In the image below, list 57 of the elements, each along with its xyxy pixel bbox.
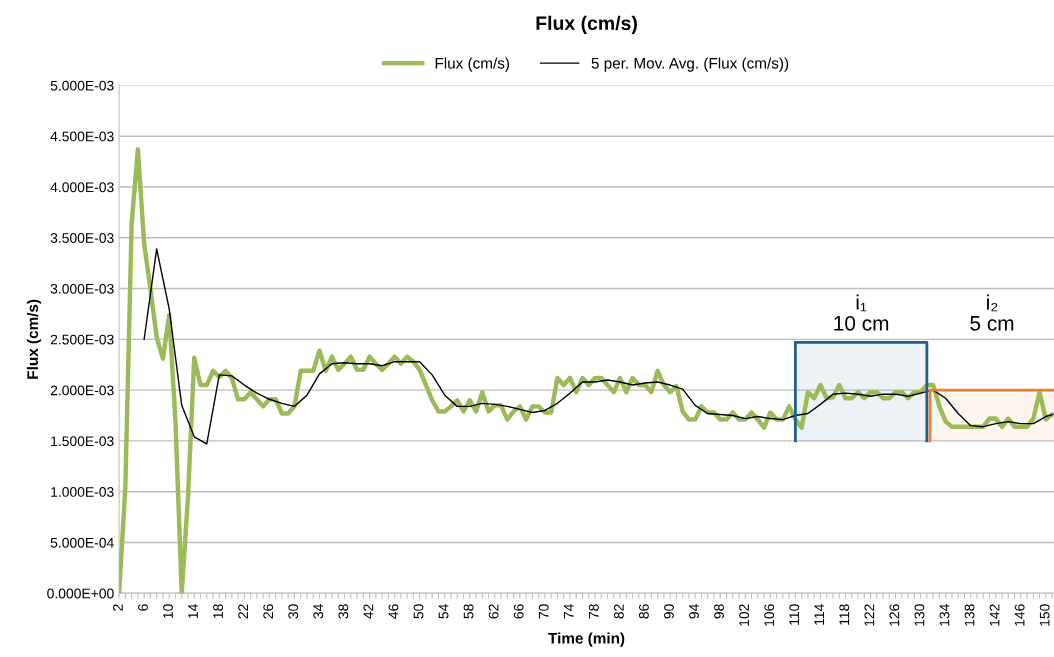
x-tick-label: 14: [188, 604, 198, 619]
x-tick-label: 142: [989, 604, 1000, 626]
x-tick-label: 66: [513, 604, 524, 619]
x-tick-label: 22: [238, 604, 248, 619]
x-tick-label: 70: [538, 604, 549, 619]
y-tick-label: 0.000E+00: [47, 588, 114, 599]
x-tick-label: 122: [864, 604, 875, 626]
band-label: i₂ 5 cm: [970, 294, 1014, 331]
x-tick-label: 86: [638, 604, 649, 619]
line-series: [143, 248, 1053, 445]
x-axis-title: Time (min): [548, 632, 625, 647]
x-tick-label: 146: [1014, 604, 1025, 626]
x-tick-label: 134: [939, 604, 950, 626]
x-tick-label: 150: [1039, 604, 1050, 626]
y-axis-title: Flux (cm/s): [26, 299, 42, 379]
x-tick-label: 98: [714, 604, 724, 619]
x-tick-label: 102: [739, 604, 750, 626]
x-tick-label: 90: [664, 604, 674, 619]
x-tick-label: 46: [388, 604, 399, 619]
y-tick-label: 2.000E-03: [50, 385, 114, 396]
x-tick-label: 42: [363, 604, 374, 619]
y-tick-label: 3.500E-03: [50, 233, 114, 243]
chart-title: Flux (cm/s): [536, 15, 637, 34]
y-tick-label: 4.000E-03: [50, 182, 114, 193]
y-tick-label: 1.500E-03: [51, 436, 114, 447]
y-tick-label: 1.000E-03: [51, 487, 114, 497]
x-tick-label: 114: [814, 604, 825, 625]
x-tick-label: 78: [588, 604, 599, 619]
x-tick-label: 18: [213, 604, 224, 619]
y-tick-label: 5.000E-04: [50, 537, 114, 548]
x-tick-label: 26: [263, 604, 274, 619]
legend-label: Flux (cm/s): [435, 57, 510, 72]
x-tick-label: 94: [689, 604, 699, 619]
y-tick-label: 4.500E-03: [50, 131, 114, 142]
x-tick-label: 34: [313, 604, 324, 619]
x-tick-label: 82: [613, 604, 624, 619]
x-tick-label: 58: [463, 604, 474, 619]
x-tick-label: 110: [789, 604, 800, 625]
y-tick-label: 5.000E-03: [50, 80, 114, 91]
band-label: i₁ 10 cm: [834, 294, 889, 331]
x-tick-label: 62: [488, 604, 499, 619]
legend-label: 5 per. Mov. Avg. (Flux (cm/s)): [591, 57, 789, 72]
x-tick-label: 74: [563, 604, 574, 619]
x-tick-label: 2: [113, 604, 123, 611]
x-tick-label: 10: [163, 604, 173, 619]
x-tick-label: 50: [413, 604, 424, 619]
x-tick-label: 118: [839, 604, 850, 625]
x-tick-label: 106: [764, 604, 775, 626]
x-tick-label: 38: [338, 604, 349, 619]
y-tick-label: 3.000E-03: [50, 283, 114, 294]
x-tick-label: 138: [964, 604, 975, 626]
x-tick-label: 126: [889, 604, 900, 626]
x-tick-label: 54: [438, 604, 449, 619]
x-tick-label: 130: [914, 604, 925, 626]
x-tick-label: 30: [288, 604, 299, 619]
y-tick-label: 2.500E-03: [50, 334, 114, 345]
x-tick-label: 6: [138, 604, 148, 611]
